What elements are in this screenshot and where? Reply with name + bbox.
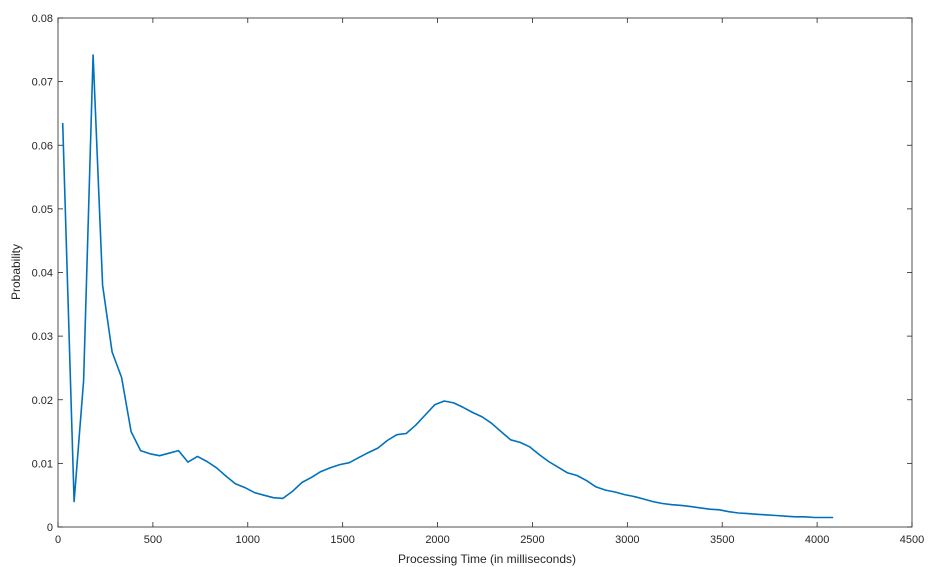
x-tick-label: 500 (144, 534, 162, 546)
plot-box (57, 17, 913, 528)
x-tick-label: 1500 (330, 534, 354, 546)
y-tick-label: 0.07 (32, 77, 53, 89)
y-tick-label: 0 (47, 522, 53, 534)
y-tick-label: 0.06 (32, 140, 53, 152)
x-axis: 0 500 1000 1500 2000 2500 3000 3500 4000 4500 (55, 18, 924, 546)
y-tick-label: 0.01 (32, 458, 53, 470)
y-tick-label: 0.03 (32, 331, 53, 343)
x-tick-label: 4000 (805, 534, 829, 546)
y-tick-label: 0.08 (32, 13, 53, 25)
y-tick-label: 0.05 (32, 204, 53, 216)
x-tick-label: 1000 (236, 534, 260, 546)
x-tick-label: 2000 (425, 534, 449, 546)
x-tick-label: 4500 (900, 534, 924, 546)
x-tick-label: 2500 (520, 534, 544, 546)
x-tick-label: 3500 (710, 534, 734, 546)
y-axis: 0 0.01 0.02 0.03 0.04 0.05 0.06 0.07 0.08 (32, 13, 912, 534)
x-tick-label: 3000 (615, 534, 639, 546)
x-axis-title: Processing Time (in milliseconds) (398, 552, 576, 566)
series-line-0 (61, 54, 834, 519)
plot-area (57, 17, 913, 528)
y-axis-title: Probability (9, 244, 23, 300)
y-tick-label: 0.02 (32, 395, 53, 407)
y-tick-label: 0.04 (32, 268, 53, 280)
x-tick-label: 0 (55, 534, 61, 546)
